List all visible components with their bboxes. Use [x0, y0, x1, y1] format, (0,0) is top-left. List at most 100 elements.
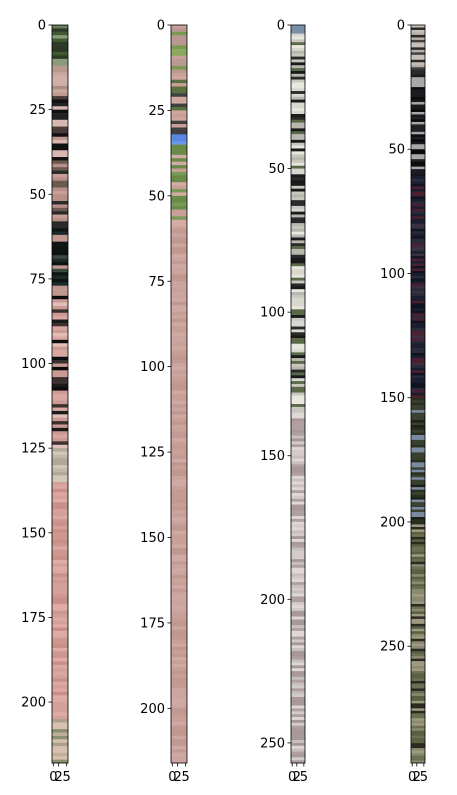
heatmap-row: [291, 616, 305, 620]
heatmap-row: [411, 29, 425, 33]
heatmap-row: [291, 487, 305, 491]
heatmap-row: [52, 319, 68, 324]
heatmap-row: [411, 134, 425, 138]
heatmap-row: [171, 305, 187, 309]
heatmap-row: [291, 352, 305, 356]
heatmap-row: [52, 326, 68, 330]
heatmap-row: [291, 168, 305, 172]
heatmap-row: [411, 392, 425, 396]
heatmap-row: [411, 305, 425, 309]
heatmap-row: [171, 182, 187, 186]
heatmap-row: [291, 145, 305, 149]
heatmap-row: [52, 343, 68, 347]
heatmap-row: [291, 292, 305, 296]
heatmap-row: [291, 475, 305, 480]
heatmap-row: [291, 432, 305, 436]
heatmap-row: [411, 502, 425, 505]
heatmap-row: [411, 92, 425, 95]
heatmap-row: [411, 241, 425, 244]
heatmap-row: [52, 725, 68, 730]
heatmap-row: [52, 448, 68, 452]
heatmap-row: [171, 35, 187, 39]
heatmap-row: [411, 49, 425, 53]
heatmap-row: [171, 704, 187, 709]
heatmap-row: [171, 387, 187, 391]
heatmap-row: [52, 258, 68, 263]
heatmap-row: [52, 444, 68, 449]
heatmap-row: [411, 345, 425, 349]
heatmap-row: [411, 728, 425, 731]
heatmap-row: [52, 438, 68, 442]
y-tick-label: 50: [29, 188, 46, 203]
heatmap-row: [52, 526, 68, 530]
heatmap-row: [171, 452, 187, 456]
heatmap-row: [411, 589, 425, 592]
heatmap-row: [411, 149, 425, 153]
heatmap-row: [291, 602, 305, 606]
heatmap-row: [411, 196, 425, 200]
heatmap-row: [171, 31, 187, 36]
heatmap-row: [171, 281, 187, 285]
heatmap-row: [411, 280, 425, 284]
heatmap-row: [291, 102, 305, 106]
heatmap-row: [52, 163, 68, 168]
heatmap-row: [411, 362, 425, 366]
y-tick-label: 0: [397, 19, 405, 34]
heatmap-row: [171, 346, 187, 350]
heatmap-row: [52, 380, 68, 385]
heatmap-row: [291, 691, 305, 695]
heatmap-row: [52, 539, 68, 544]
heatmap-row: [291, 435, 305, 439]
heatmap-row: [291, 427, 305, 431]
heatmap-row: [52, 102, 68, 107]
heatmap-row: [52, 99, 68, 104]
heatmap-row: [411, 348, 425, 351]
heatmap-row: [411, 193, 425, 197]
heatmap-row: [171, 212, 187, 217]
heatmap-row: [411, 497, 425, 500]
heatmap-row: [411, 184, 425, 187]
heatmap-row: [52, 336, 68, 341]
heatmap-row: [171, 687, 187, 692]
heatmap-row: [411, 261, 425, 264]
heatmap-row: [411, 323, 425, 326]
heatmap-row: [291, 188, 305, 192]
heatmap-row: [291, 576, 305, 580]
heatmap-row: [52, 549, 68, 554]
heatmap-row: [411, 263, 425, 267]
heatmap-row: [411, 226, 425, 230]
heatmap-row: [291, 243, 305, 247]
heatmap-row: [411, 449, 425, 453]
heatmap-row: [52, 434, 68, 439]
heatmap-row: [411, 372, 425, 376]
heatmap-row: [52, 106, 68, 110]
heatmap-row: [171, 353, 187, 357]
heatmap-row: [171, 421, 187, 426]
heatmap-row: [411, 447, 425, 451]
heatmap-row: [291, 398, 305, 402]
heatmap-row: [411, 626, 425, 630]
heatmap-row: [411, 596, 425, 600]
heatmap-row: [411, 315, 425, 319]
heatmap-row: [411, 54, 425, 58]
heatmap-row: [411, 42, 425, 46]
heatmap-row: [171, 691, 187, 695]
heatmap-row: [411, 514, 425, 518]
y-tick-label: 150: [140, 531, 165, 546]
heatmap-row: [171, 253, 187, 258]
heatmap-row: [52, 55, 68, 60]
heatmap-row: [291, 599, 305, 603]
heatmap-row: [171, 660, 187, 665]
heatmap-row: [411, 94, 425, 98]
heatmap-row: [171, 226, 187, 231]
heatmap-row: [171, 76, 187, 80]
heatmap-row: [411, 581, 425, 585]
heatmap-row: [291, 493, 305, 497]
heatmap-row: [52, 89, 68, 94]
heatmap-row: [291, 513, 305, 517]
heatmap-row: [52, 593, 68, 598]
heatmap-row: [52, 69, 68, 73]
heatmap-row: [291, 33, 305, 37]
heatmap-row: [411, 390, 425, 394]
heatmap-row: [171, 243, 187, 248]
